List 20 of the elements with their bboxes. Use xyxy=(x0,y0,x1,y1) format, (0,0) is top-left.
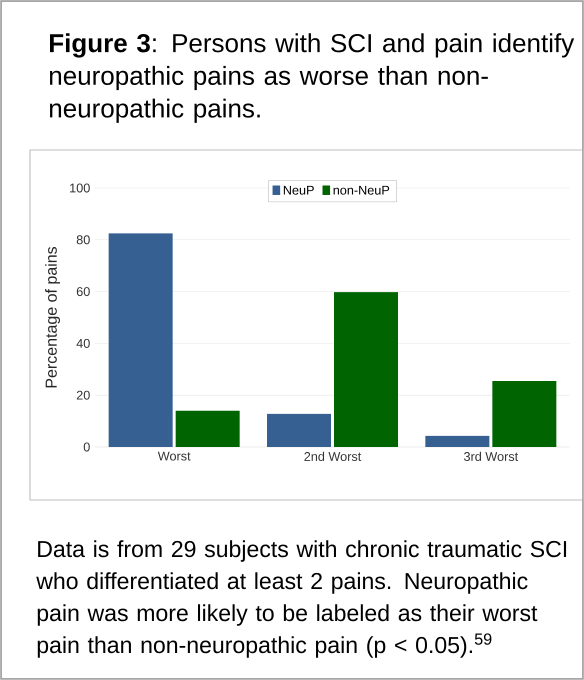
y-tick-label: 40 xyxy=(76,338,90,348)
legend-label: NeuP xyxy=(284,186,314,195)
bar xyxy=(425,436,490,447)
legend-label: non-NeuP xyxy=(334,186,390,195)
x-tick-label: 2nd Worst xyxy=(304,452,362,462)
y-tick-label: 80 xyxy=(76,235,90,244)
y-tick-label: 100 xyxy=(70,184,90,192)
y-tick-label: 20 xyxy=(76,390,90,400)
bar xyxy=(176,410,240,447)
text: Data is from 29 subjects with chronic traumatic SCI who differentiated at least 2 pains. Neuropathic pain was more likely to be labeled as their worst pain than non-neuropathic pain (p < 0.05).$^{59}$ xyxy=(36,540,566,658)
bar xyxy=(108,233,173,447)
x-tick-label: Worst xyxy=(158,452,190,461)
x-tick-label: 3rd Worst xyxy=(464,452,518,462)
chart-title: Figure 3: Persons with SCI and pain identify neuropathic pains as worse than non-neuropathic pains. xyxy=(50,33,574,123)
y-tick-label: 60 xyxy=(76,287,90,296)
y-tick-label: 0 xyxy=(84,442,90,452)
bar xyxy=(334,292,398,447)
y-axis-title: Percentage of pains xyxy=(45,246,60,388)
bar xyxy=(492,380,556,447)
bar xyxy=(267,414,332,447)
